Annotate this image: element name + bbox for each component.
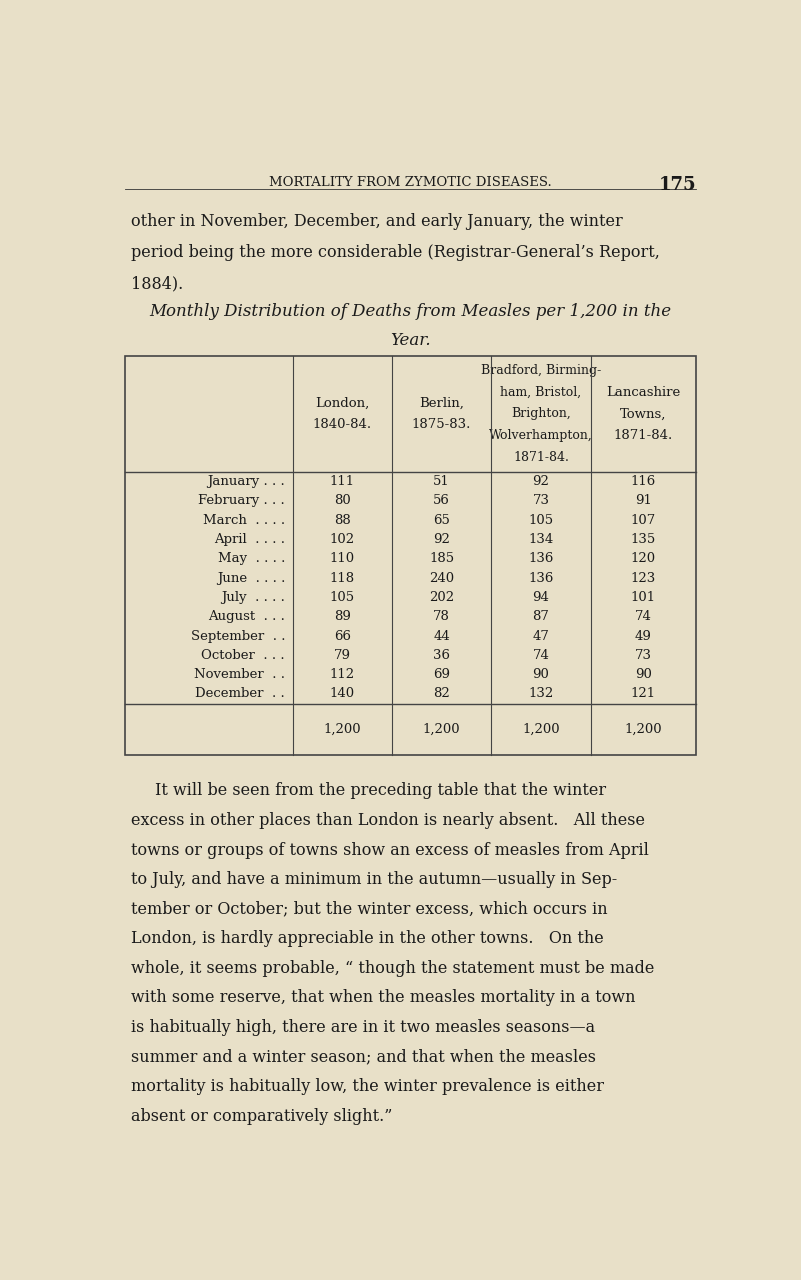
Text: 1871-84.: 1871-84. [513,451,569,463]
Text: MORTALITY FROM ZYMOTIC DISEASES.: MORTALITY FROM ZYMOTIC DISEASES. [269,177,552,189]
Text: 1,200: 1,200 [423,723,461,736]
Text: 74: 74 [533,649,549,662]
Text: Bradford, Birming-: Bradford, Birming- [481,364,601,376]
Text: May  . . . .: May . . . . [218,552,285,566]
Text: November  . .: November . . [194,668,285,681]
Text: 51: 51 [433,475,450,488]
Text: London, is hardly appreciable in the other towns.   On the: London, is hardly appreciable in the oth… [131,931,604,947]
Text: is habitually high, there are in it two measles seasons—a: is habitually high, there are in it two … [131,1019,595,1036]
Text: 132: 132 [528,687,553,700]
Text: 94: 94 [533,591,549,604]
Text: 90: 90 [635,668,652,681]
Text: Monthly Distribution of Deaths from Measles per 1,200 in the: Monthly Distribution of Deaths from Meas… [150,303,671,320]
Text: 91: 91 [635,494,652,507]
Text: summer and a winter season; and that when the measles: summer and a winter season; and that whe… [131,1048,596,1065]
Text: with some reserve, that when the measles mortality in a town: with some reserve, that when the measles… [131,989,636,1006]
Text: 135: 135 [630,532,656,547]
Text: absent or comparatively slight.”: absent or comparatively slight.” [131,1107,392,1125]
Bar [125,356,696,755]
Text: 101: 101 [630,591,656,604]
Text: June  . . . .: June . . . . [217,572,285,585]
Text: 78: 78 [433,611,450,623]
Text: Brighton,: Brighton, [511,407,571,420]
Text: 102: 102 [330,532,355,547]
Text: 56: 56 [433,494,450,507]
Text: excess in other places than London is nearly absent.   All these: excess in other places than London is ne… [131,812,645,829]
Text: 47: 47 [533,630,549,643]
Text: 66: 66 [334,630,351,643]
Text: 44: 44 [433,630,450,643]
Text: 89: 89 [334,611,351,623]
Text: 79: 79 [334,649,351,662]
Text: ham, Bristol,: ham, Bristol, [501,385,582,398]
Text: mortality is habitually low, the winter prevalence is either: mortality is habitually low, the winter … [131,1078,604,1096]
Text: 202: 202 [429,591,454,604]
Text: It will be seen from the preceding table that the winter: It will be seen from the preceding table… [155,782,606,800]
Text: December  . .: December . . [195,687,285,700]
Text: 121: 121 [630,687,656,700]
Text: July  . . . .: July . . . . [221,591,285,604]
Text: 134: 134 [528,532,553,547]
Text: 136: 136 [528,552,553,566]
Text: January . . .: January . . . [207,475,285,488]
Text: February . . .: February . . . [199,494,285,507]
Text: 1840-84.: 1840-84. [312,419,372,431]
Text: 185: 185 [429,552,454,566]
Text: 116: 116 [630,475,656,488]
Text: 80: 80 [334,494,351,507]
Text: 123: 123 [630,572,656,585]
Text: March  . . . .: March . . . . [203,513,285,526]
Text: 105: 105 [330,591,355,604]
Text: 136: 136 [528,572,553,585]
Text: 1875-83.: 1875-83. [412,419,471,431]
Text: 107: 107 [630,513,656,526]
Text: Berlin,: Berlin, [419,397,464,410]
Text: 120: 120 [630,552,656,566]
Text: Year.: Year. [390,332,431,349]
Text: to July, and have a minimum in the autumn—usually in Sep-: to July, and have a minimum in the autum… [131,872,618,888]
Text: 90: 90 [533,668,549,681]
Text: 87: 87 [533,611,549,623]
Text: 88: 88 [334,513,351,526]
Text: October  . . .: October . . . [202,649,285,662]
Text: 1871-84.: 1871-84. [614,429,673,442]
Text: Towns,: Towns, [620,407,666,420]
Text: 240: 240 [429,572,454,585]
Text: 69: 69 [433,668,450,681]
Text: 74: 74 [635,611,652,623]
Text: Wolverhampton,: Wolverhampton, [489,429,593,442]
Text: 1,200: 1,200 [324,723,361,736]
Text: 1,200: 1,200 [522,723,560,736]
Text: 118: 118 [330,572,355,585]
Text: April  . . . .: April . . . . [214,532,285,547]
Text: 1884).: 1884). [131,275,183,293]
Text: 92: 92 [433,532,450,547]
Text: other in November, December, and early January, the winter: other in November, December, and early J… [131,212,623,229]
Text: whole, it seems probable, “ though the statement must be made: whole, it seems probable, “ though the s… [131,960,654,977]
Text: 82: 82 [433,687,450,700]
Text: tember or October; but the winter excess, which occurs in: tember or October; but the winter excess… [131,901,608,918]
Text: 1,200: 1,200 [625,723,662,736]
Text: 92: 92 [533,475,549,488]
Text: 65: 65 [433,513,450,526]
Text: 140: 140 [330,687,355,700]
Text: 105: 105 [529,513,553,526]
Text: Lancashire: Lancashire [606,385,680,398]
Text: towns or groups of towns show an excess of measles from April: towns or groups of towns show an excess … [131,841,649,859]
Text: 112: 112 [330,668,355,681]
Text: August  . . .: August . . . [208,611,285,623]
Text: 73: 73 [635,649,652,662]
Text: 49: 49 [635,630,652,643]
Text: 175: 175 [658,177,696,195]
Text: 73: 73 [533,494,549,507]
Text: 111: 111 [330,475,355,488]
Text: 110: 110 [330,552,355,566]
Text: September  . .: September . . [191,630,285,643]
Text: period being the more considerable (Registrar-General’s Report,: period being the more considerable (Regi… [131,244,660,261]
Text: 36: 36 [433,649,450,662]
Text: London,: London, [315,397,369,410]
